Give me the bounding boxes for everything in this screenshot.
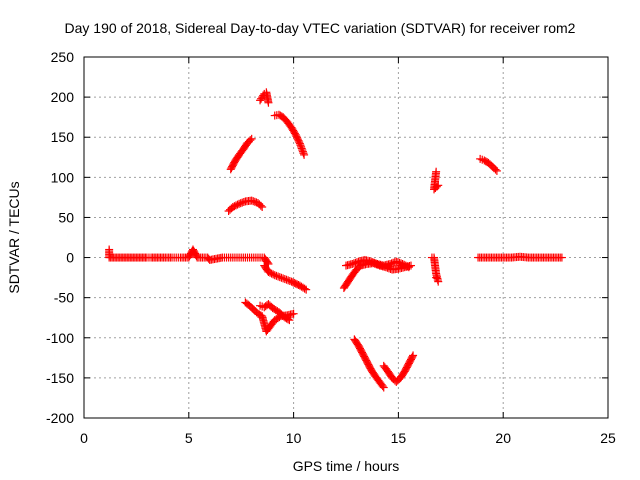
data-point <box>275 273 284 282</box>
data-point <box>300 150 309 159</box>
x-tick-label: 15 <box>391 430 407 446</box>
grid <box>84 57 608 418</box>
x-tick-label: 25 <box>600 430 616 446</box>
y-axis-label: SDTVAR / TECUs <box>6 181 22 293</box>
data-point <box>432 273 441 282</box>
data-point <box>432 182 441 191</box>
plot-border <box>83 56 609 419</box>
data-point <box>409 351 418 360</box>
data-points <box>105 88 566 392</box>
y-tick-label: 250 <box>51 49 75 65</box>
data-point <box>282 275 291 284</box>
data-point <box>258 203 267 212</box>
data-point <box>379 383 388 392</box>
x-axis-label: GPS time / hours <box>293 458 400 474</box>
data-point <box>300 284 309 293</box>
y-tick-label: -100 <box>46 330 74 346</box>
data-point <box>264 98 273 107</box>
plot-frame <box>83 56 609 419</box>
data-point <box>492 166 501 175</box>
data-point <box>378 382 387 391</box>
x-tick-label: 0 <box>80 430 88 446</box>
y-tick-label: -200 <box>46 410 74 426</box>
data-point <box>403 262 412 271</box>
data-point <box>491 165 500 174</box>
y-tick-label: 200 <box>51 89 75 105</box>
data-point <box>247 134 256 143</box>
y-tick-label: -150 <box>46 370 74 386</box>
x-tick-label: 5 <box>185 430 193 446</box>
data-point <box>285 316 294 325</box>
data-point <box>246 136 255 145</box>
data-point <box>302 285 311 294</box>
data-point <box>274 272 283 281</box>
x-tick-label: 20 <box>495 430 511 446</box>
data-point <box>284 315 293 324</box>
data-point <box>434 277 443 286</box>
data-point <box>270 271 279 280</box>
data-point <box>284 276 293 285</box>
data-point <box>280 275 289 284</box>
chart-title: Day 190 of 2018, Sidereal Day-to-day VTE… <box>64 20 576 36</box>
y-tick-label: 150 <box>51 129 75 145</box>
y-tick-label: -50 <box>54 290 74 306</box>
y-tick-label: 0 <box>66 250 74 266</box>
data-point <box>557 253 566 262</box>
data-point <box>277 273 286 282</box>
data-point <box>272 271 281 280</box>
y-tick-label: 100 <box>51 169 75 185</box>
x-tick-label: 10 <box>286 430 302 446</box>
data-point <box>434 181 443 190</box>
y-tick-label: 50 <box>58 209 74 225</box>
data-point <box>279 274 288 283</box>
data-point <box>404 263 413 272</box>
data-point <box>289 309 298 318</box>
axis-ticks: 0 5 10 15 20 25 -200 -150 -100 -50 0 50 100 150 200 250 <box>46 49 616 446</box>
data-point <box>256 201 265 210</box>
data-point <box>408 352 417 361</box>
